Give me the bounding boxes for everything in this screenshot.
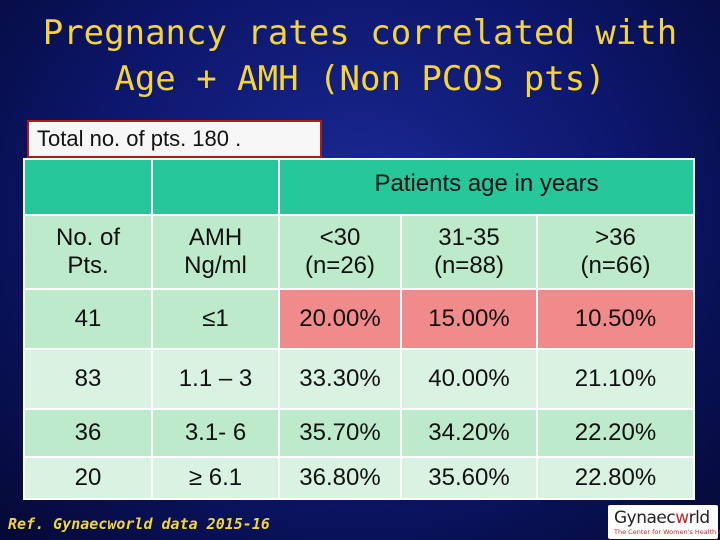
cell-rate: 15.00% — [400, 288, 538, 350]
table-row: 41 ≤1 20.00% 15.00% 10.50% — [23, 288, 696, 350]
cell-rate: 20.00% — [278, 288, 402, 350]
col-header-age-over-36: >36 (n=66) — [535, 214, 696, 290]
column-header-row: No. of Pts. AMH Ng/ml <30 (n=26) 31-35 (n=88… — [23, 214, 696, 290]
gynaecworld-logo: Gynaecwrld The Center for Women's Health… — [608, 505, 720, 539]
group-header-row: Patients age in years — [23, 158, 696, 216]
cell-amh: ≤1 — [151, 288, 280, 350]
table-row: 36 3.1- 6 35.70% 34.20% 22.20% — [23, 408, 696, 458]
cell-rate: 36.80% — [278, 456, 402, 500]
cell-amh: 1.1 – 3 — [151, 348, 280, 410]
cell-pts: 83 — [23, 348, 153, 410]
total-patients-label: Total no. of pts. 180 . — [27, 120, 322, 158]
table-row: 83 1.1 – 3 33.30% 40.00% 21.10% — [23, 348, 696, 410]
slide-title: Pregnancy rates correlated with Age + AM… — [0, 10, 720, 102]
col-header-age-31-35: 31-35 (n=88) — [400, 214, 538, 290]
cell-amh: ≥ 6.1 — [151, 456, 280, 500]
cell-rate: 10.50% — [535, 288, 696, 350]
cell-rate: 35.60% — [400, 456, 538, 500]
cell-rate: 33.30% — [278, 348, 402, 410]
logo-tagline: The Center for Women's Health & Fertilit… — [614, 528, 720, 536]
logo-name: Gynaecwrld — [614, 508, 710, 528]
title-line-2: Age + AMH (Non PCOS pts) — [114, 59, 606, 99]
col-header-amh: AMH Ng/ml — [151, 214, 280, 290]
col-header-pts: No. of Pts. — [23, 214, 153, 290]
cell-pts: 36 — [23, 408, 153, 458]
cell-rate: 34.20% — [400, 408, 538, 458]
cell-rate: 21.10% — [535, 348, 696, 410]
age-group-header: Patients age in years — [277, 158, 696, 216]
title-line-1: Pregnancy rates correlated with — [42, 13, 678, 53]
blank-header-cell — [151, 158, 280, 216]
pregnancy-rate-table: Patients age in years No. of Pts. AMH Ng/m… — [23, 158, 696, 500]
blank-header-cell — [23, 158, 153, 216]
cell-rate: 40.00% — [400, 348, 538, 410]
table-row: 20 ≥ 6.1 36.80% 35.60% 22.80% — [23, 456, 696, 500]
cell-pts: 41 — [23, 288, 153, 350]
cell-amh: 3.1- 6 — [151, 408, 280, 458]
cell-pts: 20 — [23, 456, 153, 500]
cell-rate: 22.80% — [535, 456, 696, 500]
cell-rate: 22.20% — [535, 408, 696, 458]
reference-note: Ref. Gynaecworld data 2015-16 — [8, 515, 270, 533]
cell-rate: 35.70% — [278, 408, 402, 458]
col-header-age-under-30: <30 (n=26) — [278, 214, 402, 290]
